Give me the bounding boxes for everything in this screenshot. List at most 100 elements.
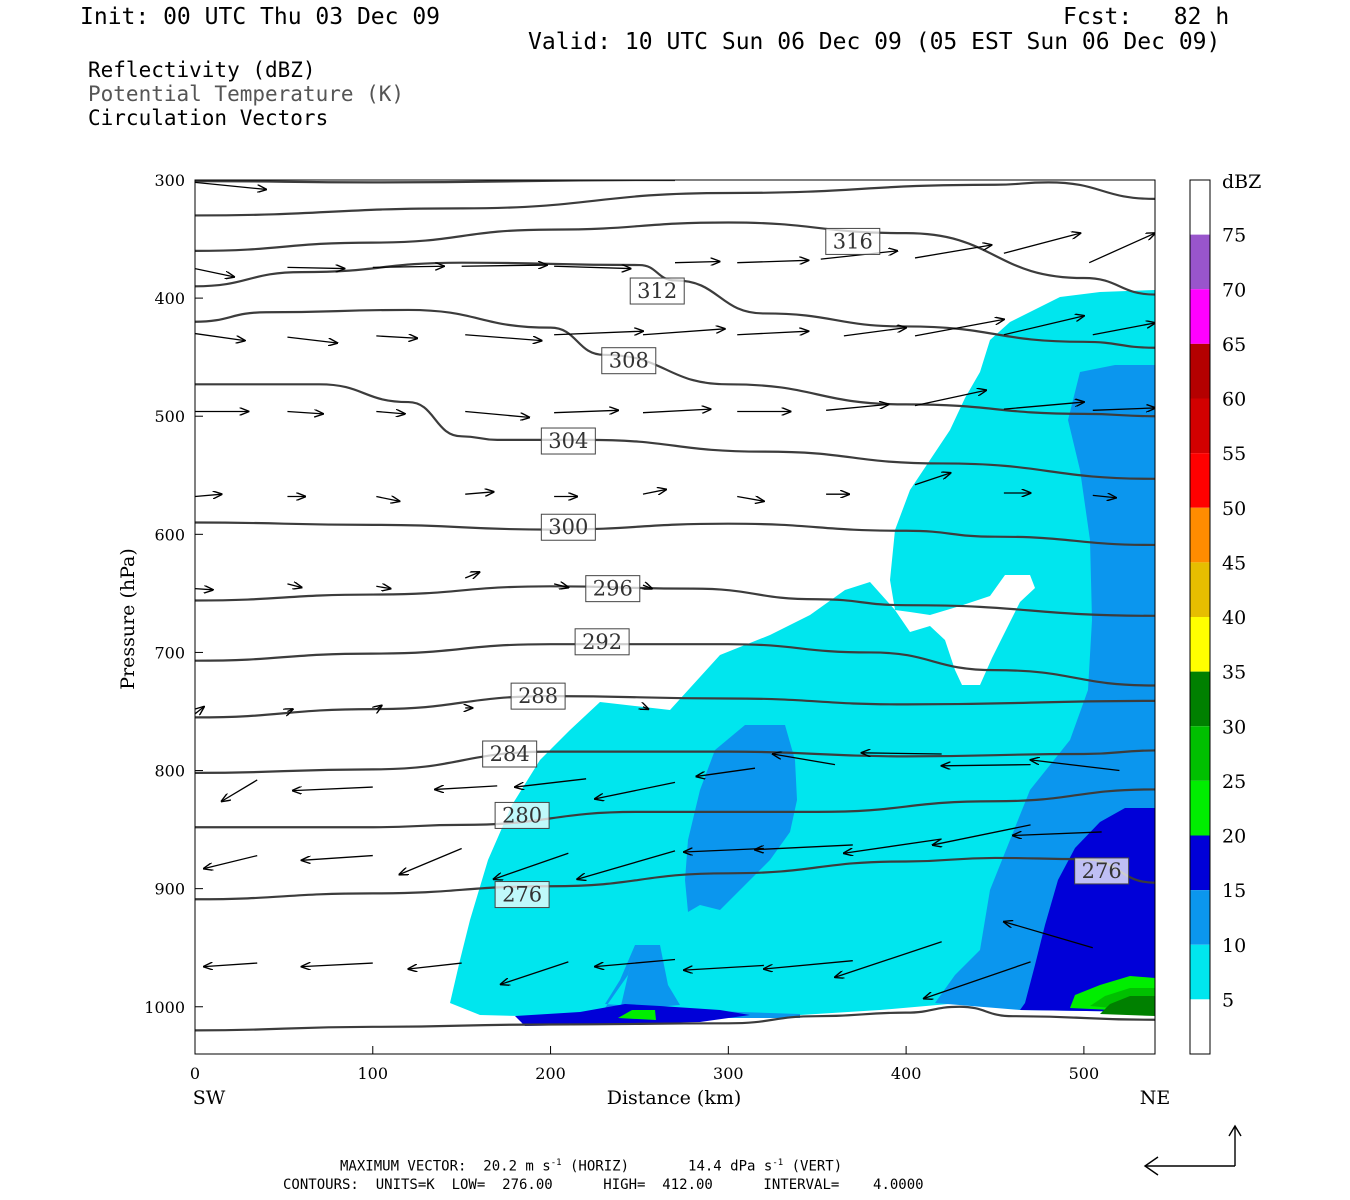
colorbar-level-label: 15 — [1222, 880, 1246, 902]
valid-time: Valid: 10 UTC Sun 06 Dec 09 (05 EST Sun … — [528, 29, 1221, 55]
colorbar-swatch — [1190, 890, 1210, 945]
colorbar-level-label: 65 — [1222, 334, 1246, 356]
colorbar-swatch — [1190, 398, 1210, 454]
colorbar-level-label: 50 — [1222, 498, 1246, 520]
circulation-vector — [287, 709, 292, 711]
colorbar-level-label: 20 — [1222, 826, 1246, 848]
circulation-vector — [914, 473, 951, 486]
circulation-vector — [287, 336, 337, 343]
contour-label: 284 — [490, 742, 530, 766]
circulation-vector — [1003, 316, 1084, 336]
circulation-vector — [302, 963, 373, 967]
contour-label: 308 — [609, 349, 649, 373]
isentrope-line — [195, 221, 1155, 296]
colorbar-swatch — [1190, 234, 1210, 290]
circulation-vector — [1013, 832, 1102, 836]
circulation-vector — [1003, 233, 1080, 254]
circulation-vector — [204, 963, 258, 967]
circulation-vector — [554, 410, 618, 412]
x-tick-label: 500 — [1069, 1064, 1100, 1083]
colorbar-level-label: 25 — [1222, 771, 1246, 793]
contour-labels: 316 312 308 304 300 296 292 288 284 280 276 276 — [482, 227, 1130, 909]
circulation-vector — [195, 494, 222, 496]
circulation-vectors — [195, 181, 1155, 998]
circulation-vector — [515, 778, 587, 787]
circulation-vector — [195, 267, 234, 277]
circulation-vector — [835, 941, 942, 977]
refl-5-region — [450, 290, 1155, 1016]
contour-label: 304 — [548, 429, 588, 453]
y-tick-label: 1000 — [144, 998, 185, 1017]
circulation-vector — [696, 767, 756, 776]
isentrope-line — [195, 585, 1155, 617]
circulation-vector — [287, 584, 301, 588]
contour-label-box — [629, 277, 685, 305]
x-tick-label: 400 — [891, 1064, 922, 1083]
contour-label-box — [825, 227, 881, 255]
colorbar-level-label: 75 — [1222, 225, 1246, 247]
y-tick-label: 400 — [154, 289, 185, 308]
circulation-vector — [376, 586, 390, 588]
circulation-vector — [642, 409, 711, 413]
init-time: Init: 00 UTC Thu 03 Dec 09 — [80, 4, 441, 30]
circulation-vector — [595, 958, 676, 967]
colorbar-level-label: 60 — [1222, 389, 1246, 411]
field-vectors: Circulation Vectors — [88, 106, 329, 130]
colorbar-swatch — [1190, 780, 1210, 836]
horiz-label: (HORIZ) — [561, 1158, 629, 1175]
contour-label-box — [482, 740, 538, 768]
isentrope-line — [195, 643, 1155, 687]
circulation-vector — [465, 410, 529, 417]
refl-10-low — [580, 945, 800, 1020]
circulation-vector — [942, 765, 1031, 766]
circulation-vector — [642, 489, 666, 494]
colorbar-level-label: 5 — [1222, 989, 1234, 1011]
x-tick-label: 300 — [713, 1064, 744, 1083]
colorbar-level-label: 35 — [1222, 662, 1246, 684]
contour-label-box — [510, 682, 566, 710]
colorbar-swatch — [1190, 180, 1210, 235]
circulation-vector — [461, 265, 547, 266]
max-vector-line: MAXIMUM VECTOR: 20.2 m s-1 (HORIZ) 14.4 … — [340, 1158, 842, 1175]
isentrope-line — [195, 788, 1155, 829]
colorbar: dBZ 5 10 15 20 25 30 35 40 45 50 55 60 65 70 75 — [1189, 171, 1261, 1055]
axes: 0 100 200 300 400 500 300 400 500 600 700 800 900 100… — [117, 171, 1170, 1109]
reference-vector-icon — [1143, 1124, 1242, 1176]
circulation-vector — [399, 847, 462, 874]
circulation-vector — [1031, 760, 1120, 772]
circulation-vector — [195, 707, 204, 714]
circulation-vector — [755, 844, 853, 850]
contour-label-box — [574, 628, 630, 656]
colorbar-swatch — [1190, 999, 1210, 1054]
circulation-vector — [914, 319, 1004, 337]
circulation-vector — [684, 964, 764, 970]
circulation-vector — [293, 787, 373, 791]
reflectivity-shading — [450, 290, 1155, 1026]
circulation-vector — [195, 589, 213, 590]
circulation-vector — [643, 707, 648, 709]
x-axis-label: Distance (km) — [607, 1087, 742, 1109]
circulation-vector — [464, 572, 479, 578]
x-end-left: SW — [193, 1087, 226, 1109]
max-vector-vert-value: 14.4 dPa s — [688, 1158, 773, 1175]
contours-info-line: CONTOURS: UNITS=K LOW= 276.00 HIGH= 412.… — [283, 1177, 924, 1193]
contour-label: 276 — [1082, 859, 1122, 883]
colorbar-unit: dBZ — [1222, 171, 1261, 193]
field-reflectivity: Reflectivity (dBZ) — [88, 58, 316, 82]
field-theta: Potential Temperature (K) — [88, 82, 405, 106]
circulation-vector — [643, 585, 652, 589]
circulation-vector — [372, 266, 444, 267]
circulation-vector — [577, 850, 676, 879]
circulation-vector — [820, 251, 897, 260]
isentrope-line — [195, 181, 1155, 217]
contour-label-box — [494, 801, 550, 829]
colorbar-swatch — [1190, 617, 1210, 672]
contour-label-box — [601, 347, 657, 375]
circulation-vector — [1003, 402, 1084, 410]
contour-label: 280 — [502, 803, 542, 827]
vert-label: (VERT) — [783, 1158, 843, 1175]
circulation-vector — [501, 961, 569, 984]
refl-10-mid — [685, 725, 797, 912]
x-tick-label: 0 — [190, 1064, 200, 1083]
colorbar-level-label: 55 — [1222, 443, 1246, 465]
